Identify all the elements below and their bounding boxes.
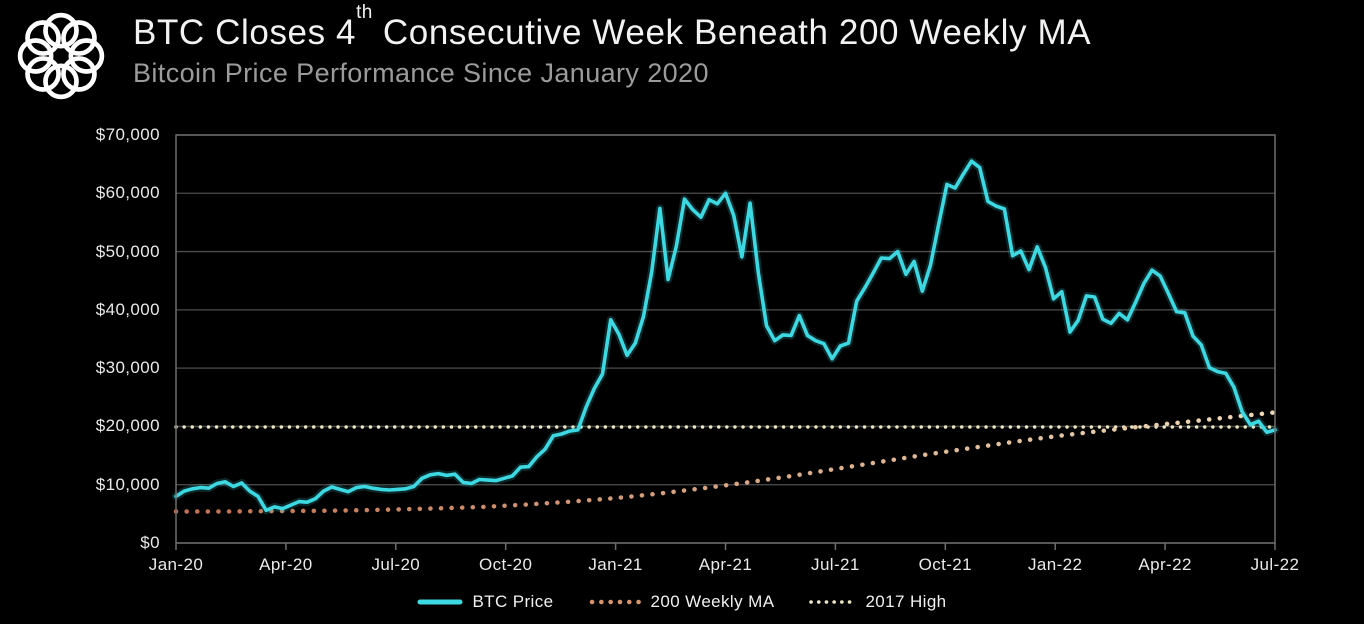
title-text: BTC Closes 4 [133, 13, 357, 52]
legend-label-200-weekly-ma: 200 Weekly MA [650, 592, 775, 611]
2017-high-dotted-swatch [809, 600, 857, 604]
chart-subtitle: Bitcoin Price Performance Since January … [133, 58, 709, 89]
chart-title: BTC Closes 4th Consecutive Week Beneath … [133, 2, 1092, 53]
legend-item-btc-price: BTC Price [417, 592, 553, 612]
chart-header: BTC Closes 4th Consecutive Week Beneath … [133, 2, 1092, 89]
title-superscript: th [356, 2, 373, 24]
title-text: Consecutive Week Beneath 200 Weekly MA [372, 13, 1092, 52]
legend-item-200-weekly-ma: 200 Weekly MA [588, 592, 775, 612]
btc-price-line-swatch [417, 599, 463, 605]
knot-ring-logo-icon [17, 12, 105, 100]
legend-item-2017-high: 2017 High [808, 592, 946, 612]
chart-legend: BTC Price 200 Weekly MA 2017 High [0, 588, 1364, 616]
legend-label-btc-price: BTC Price [472, 592, 554, 611]
200-weekly-ma-dotted-swatch [589, 599, 642, 605]
legend-label-2017-high: 2017 High [865, 592, 947, 611]
